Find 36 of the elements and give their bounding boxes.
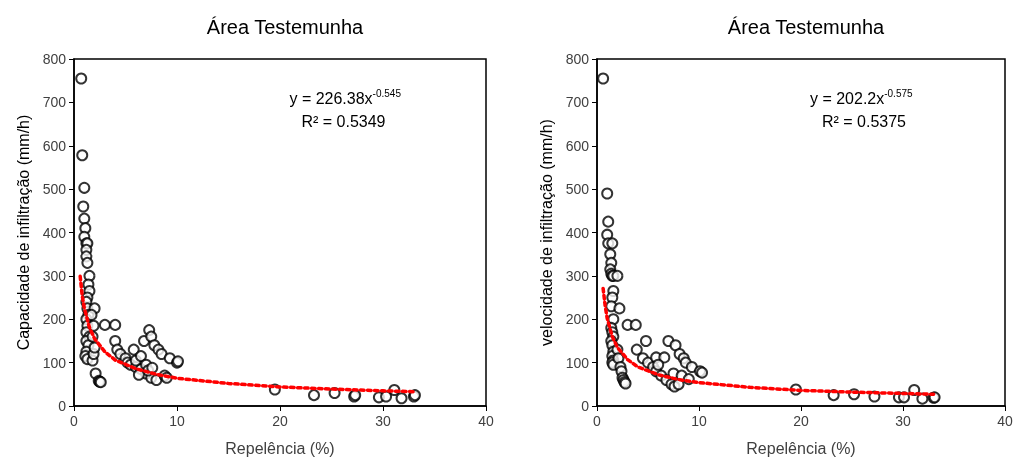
- x-tick-label: 10: [169, 413, 185, 429]
- x-tick-label: 10: [691, 413, 707, 429]
- y-tick-label: 0: [58, 398, 67, 414]
- y-tick-label: 600: [565, 137, 590, 154]
- y-tick-label: 100: [42, 354, 67, 371]
- y-tick-label: 200: [565, 311, 590, 328]
- x-tick-label: 0: [593, 413, 602, 429]
- y-axis-title: Capacidade de infiltração (mm/h): [15, 114, 33, 351]
- y-tick-label: 400: [42, 224, 67, 241]
- y-tick-label: 300: [565, 267, 590, 284]
- x-tick-label: 30: [895, 413, 911, 429]
- y-tick-label: 700: [565, 94, 590, 111]
- y-tick-label: 300: [42, 267, 67, 284]
- annotation: R² = 0.5349: [301, 112, 386, 130]
- y-axis-title: velocidade de infiltração (mm/h): [538, 119, 556, 346]
- y-tick-label: 700: [42, 94, 67, 111]
- y-tick-label: 100: [565, 354, 590, 371]
- x-tick-label: 30: [375, 413, 391, 429]
- y-tick-label: 800: [42, 51, 67, 67]
- x-tick-label: 20: [272, 413, 288, 429]
- x-tick-label: 40: [478, 413, 494, 429]
- y-tick-label: 500: [565, 181, 590, 198]
- x-tick-label: 0: [70, 413, 79, 429]
- x-tick-label: 20: [793, 413, 809, 429]
- chart-title: Área Testemunha: [727, 16, 886, 38]
- chart-title: Área Testemunha: [206, 16, 365, 38]
- annotation: R² = 0.5375: [821, 112, 907, 130]
- y-tick-label: 500: [42, 181, 67, 198]
- x-axis-title: Repelência (%): [225, 439, 335, 457]
- x-tick-label: 40: [997, 413, 1013, 429]
- y-tick-label: 0: [581, 398, 590, 414]
- y-tick-label: 400: [565, 224, 590, 241]
- y-tick-label: 600: [42, 137, 67, 154]
- y-tick-label: 200: [42, 311, 67, 328]
- y-tick-label: 800: [565, 51, 590, 67]
- x-axis-title: Repelência (%): [746, 439, 856, 457]
